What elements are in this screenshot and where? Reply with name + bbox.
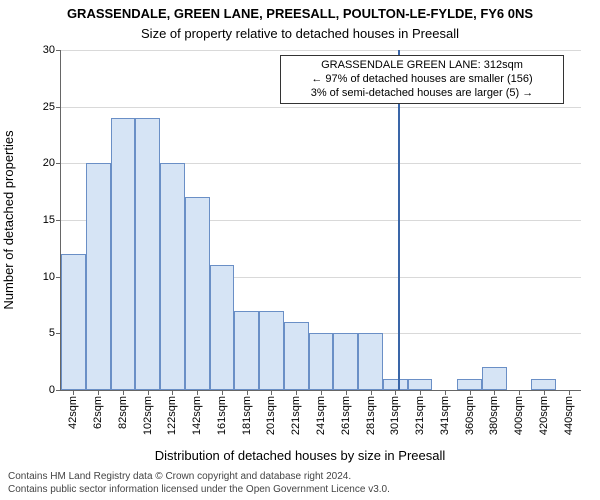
- bar: [61, 254, 86, 390]
- bar: [210, 265, 235, 390]
- y-axis-label: Number of detached properties: [1, 130, 16, 309]
- xtick-label: 341sqm: [439, 396, 451, 435]
- xtick-mark: [123, 390, 124, 395]
- chart-container: GRASSENDALE, GREEN LANE, PREESALL, POULT…: [0, 0, 600, 500]
- xtick-mark: [73, 390, 74, 395]
- xtick-mark: [395, 390, 396, 395]
- xtick-label: 360sqm: [464, 396, 476, 435]
- xtick-mark: [148, 390, 149, 395]
- x-tick-labels: 42sqm 62sqm 82sqm 102sqm 122sqm 142sqm 161sqm 1…: [61, 390, 581, 450]
- page-subtitle: Size of property relative to detached ho…: [0, 26, 600, 41]
- xtick-label: 142sqm: [191, 396, 203, 435]
- xtick-mark: [544, 390, 545, 395]
- bar: [531, 379, 556, 390]
- xtick-label: 440sqm: [563, 396, 575, 435]
- bar: [358, 333, 383, 390]
- xtick-label: 62sqm: [92, 396, 104, 429]
- bar: [309, 333, 334, 390]
- xtick-label: 122sqm: [166, 396, 178, 435]
- xtick-mark: [445, 390, 446, 395]
- annotation-line: ← 97% of detached houses are smaller (15…: [287, 73, 557, 87]
- xtick-label: 82sqm: [117, 396, 129, 429]
- footer-line-1: Contains HM Land Registry data © Crown c…: [8, 470, 390, 483]
- bar: [259, 311, 284, 390]
- xtick-label: 321sqm: [414, 396, 426, 435]
- xtick-label: 181sqm: [241, 396, 253, 435]
- bar: [482, 367, 507, 390]
- xtick-label: 241sqm: [315, 396, 327, 435]
- xtick-mark: [569, 390, 570, 395]
- xtick-label: 261sqm: [340, 396, 352, 435]
- bar: [135, 118, 160, 390]
- gridline: [61, 50, 581, 51]
- xtick-mark: [420, 390, 421, 395]
- xtick-label: 201sqm: [265, 396, 277, 435]
- xtick-label: 42sqm: [67, 396, 79, 429]
- ytick-label: 20: [43, 157, 61, 169]
- annotation-box: GRASSENDALE GREEN LANE: 312sqm← 97% of d…: [280, 55, 564, 104]
- ytick-label: 30: [43, 44, 61, 56]
- xtick-label: 301sqm: [389, 396, 401, 435]
- bar: [185, 197, 210, 390]
- xtick-mark: [98, 390, 99, 395]
- ytick-label: 0: [49, 384, 61, 396]
- xtick-label: 380sqm: [488, 396, 500, 435]
- xtick-mark: [271, 390, 272, 395]
- bar: [160, 163, 185, 390]
- page-title: GRASSENDALE, GREEN LANE, PREESALL, POULT…: [0, 6, 600, 21]
- annotation-line: 3% of semi-detached houses are larger (5…: [287, 87, 557, 101]
- footer-attribution: Contains HM Land Registry data © Crown c…: [8, 470, 390, 496]
- ytick-label: 15: [43, 214, 61, 226]
- xtick-mark: [519, 390, 520, 395]
- bar: [284, 322, 309, 390]
- xtick-label: 102sqm: [142, 396, 154, 435]
- annotation-line: GRASSENDALE GREEN LANE: 312sqm: [287, 59, 557, 73]
- bar: [408, 379, 433, 390]
- bar: [383, 379, 408, 390]
- xtick-mark: [346, 390, 347, 395]
- xtick-mark: [321, 390, 322, 395]
- xtick-label: 221sqm: [290, 396, 302, 435]
- xtick-mark: [296, 390, 297, 395]
- xtick-label: 420sqm: [538, 396, 550, 435]
- x-axis-label: Distribution of detached houses by size …: [0, 448, 600, 463]
- bar: [86, 163, 111, 390]
- bar: [457, 379, 482, 390]
- xtick-label: 281sqm: [365, 396, 377, 435]
- xtick-mark: [470, 390, 471, 395]
- xtick-mark: [494, 390, 495, 395]
- gridline: [61, 107, 581, 108]
- xtick-mark: [371, 390, 372, 395]
- xtick-mark: [197, 390, 198, 395]
- bar: [234, 311, 259, 390]
- footer-line-2: Contains public sector information licen…: [8, 483, 390, 496]
- ytick-label: 10: [43, 271, 61, 283]
- xtick-mark: [222, 390, 223, 395]
- xtick-label: 161sqm: [216, 396, 228, 435]
- xtick-mark: [172, 390, 173, 395]
- ytick-label: 25: [43, 101, 61, 113]
- xtick-mark: [247, 390, 248, 395]
- bar: [333, 333, 358, 390]
- ytick-label: 5: [49, 327, 61, 339]
- xtick-label: 400sqm: [513, 396, 525, 435]
- bar: [111, 118, 136, 390]
